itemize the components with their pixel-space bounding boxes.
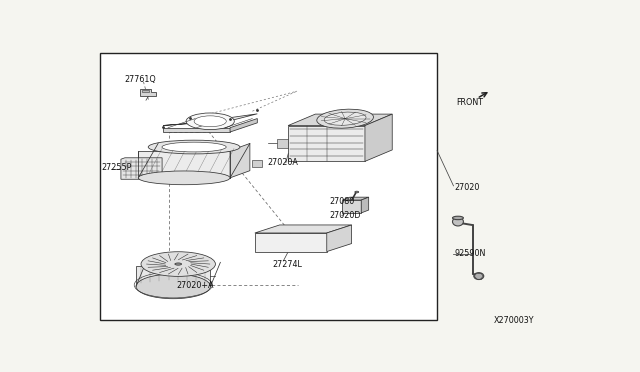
Polygon shape [140,89,156,96]
Text: 92590N: 92590N [454,248,486,258]
Ellipse shape [162,142,226,152]
Ellipse shape [148,140,240,154]
Ellipse shape [317,109,374,128]
Ellipse shape [136,274,211,299]
Polygon shape [255,233,327,251]
Ellipse shape [452,217,463,226]
Ellipse shape [355,191,359,193]
Polygon shape [121,158,162,179]
Text: X270003Y: X270003Y [493,316,534,325]
Polygon shape [288,114,392,126]
Polygon shape [163,114,257,125]
Text: FRONT: FRONT [456,98,483,107]
Polygon shape [342,197,369,200]
FancyBboxPatch shape [100,53,437,320]
Polygon shape [365,114,392,161]
Text: 27761Q: 27761Q [125,76,156,84]
Polygon shape [342,200,361,213]
Polygon shape [277,139,288,148]
Text: 27020D: 27020D [329,211,360,221]
Ellipse shape [474,273,484,279]
Ellipse shape [194,116,227,127]
Polygon shape [361,197,369,213]
Polygon shape [288,126,365,161]
Polygon shape [136,266,211,286]
Text: 27020A: 27020A [268,158,298,167]
Text: 27080: 27080 [329,197,355,206]
Ellipse shape [324,112,366,125]
Polygon shape [138,151,230,178]
Text: 27020+A: 27020+A [176,281,214,290]
Polygon shape [230,144,250,178]
Bar [143,90,150,93]
Ellipse shape [452,216,463,219]
Text: 27274L: 27274L [272,260,302,269]
Polygon shape [255,225,351,233]
Ellipse shape [175,263,182,265]
Ellipse shape [141,252,216,276]
Polygon shape [252,160,262,167]
Ellipse shape [186,113,234,129]
Ellipse shape [138,171,230,185]
Polygon shape [327,225,351,251]
Text: 27020: 27020 [454,183,480,192]
Polygon shape [230,119,257,132]
Polygon shape [163,128,230,132]
Text: 27255P: 27255P [102,163,132,172]
